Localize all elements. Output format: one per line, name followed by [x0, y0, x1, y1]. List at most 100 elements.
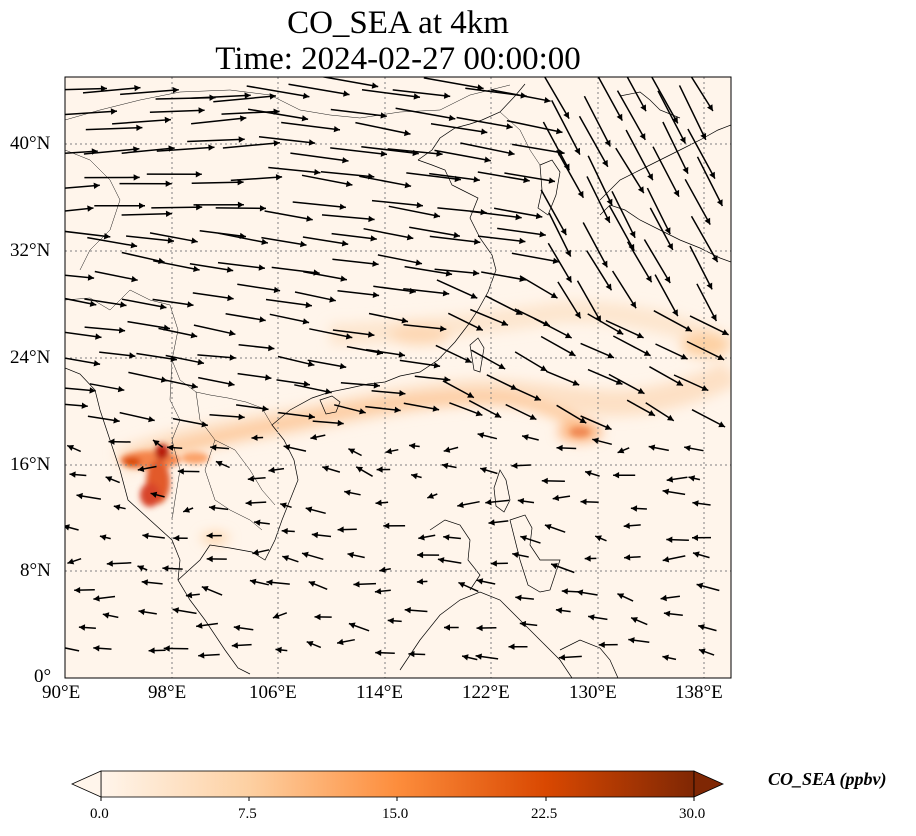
- wind-arrow-head: [535, 212, 543, 220]
- wind-arrow-head: [480, 209, 487, 216]
- wind-arrow-shaft: [519, 275, 558, 299]
- wind-arrow-head: [372, 260, 379, 267]
- wind-arrow-shaft: [696, 283, 718, 322]
- wind-arrow-shaft: [646, 187, 671, 235]
- lat-tick-label: 16°N: [10, 454, 51, 475]
- wind-arrow-shaft: [506, 119, 563, 134]
- wind-arrow-head: [673, 189, 680, 197]
- wind-arrow-head: [380, 112, 387, 119]
- wind-arrow-head: [280, 502, 287, 509]
- wind-arrow-shaft: [126, 235, 175, 242]
- wind-arrow-shaft: [557, 281, 582, 319]
- wind-arrow-head: [433, 212, 440, 219]
- wind-arrow-shaft: [330, 147, 388, 156]
- wind-arrow-head: [558, 654, 566, 661]
- wind-arrow-head: [404, 129, 411, 137]
- map-background: [65, 77, 731, 678]
- wind-arrow-head: [165, 210, 172, 217]
- wind-arrow-head: [300, 240, 307, 248]
- wind-arrow-shaft: [470, 349, 506, 370]
- wind-arrow-head: [560, 228, 567, 236]
- map-frame: [64, 76, 732, 679]
- wind-arrow-shaft: [65, 331, 102, 339]
- wind-arrow-shaft: [222, 141, 280, 149]
- wind-arrow-head: [226, 266, 234, 273]
- wind-arrow-head: [172, 87, 179, 94]
- lon-tick-label: 138°E: [675, 682, 723, 703]
- colorbar-tick-label: 30.0: [679, 806, 706, 822]
- wind-arrow-shaft: [65, 357, 101, 365]
- wind-arrow-head: [552, 494, 560, 501]
- wind-arrow-head: [163, 645, 170, 652]
- wind-arrow-head: [227, 294, 234, 302]
- wind-arrow-head: [472, 269, 480, 277]
- wind-arrow-shaft: [460, 142, 515, 155]
- wind-arrow-head: [130, 242, 138, 249]
- wind-arrow-head: [404, 182, 412, 189]
- wind-arrow-head: [519, 237, 526, 245]
- wind-arrow-head: [409, 442, 416, 450]
- wind-arrow-shaft: [545, 370, 580, 386]
- wind-arrow-head: [523, 176, 530, 184]
- wind-arrow-head: [522, 434, 529, 441]
- wind-arrow-head: [259, 205, 266, 212]
- wind-arrow-head: [93, 360, 101, 367]
- wind-arrow-head: [249, 578, 257, 585]
- wind-arrow-head: [359, 408, 366, 415]
- wind-arrow-head: [437, 557, 445, 564]
- wind-arrow-head: [415, 259, 422, 266]
- wind-arrow-head: [484, 156, 491, 163]
- wind-arrow-shaft: [435, 344, 473, 364]
- wind-arrow-shaft: [612, 335, 651, 357]
- wind-arrow-shaft: [221, 110, 280, 115]
- co-plume: [114, 300, 731, 543]
- wind-arrow-shaft: [158, 327, 198, 338]
- wind-arrow-head: [374, 588, 382, 595]
- wind-arrow-shaft: [189, 262, 234, 272]
- wind-arrow-head: [577, 190, 584, 198]
- wind-arrow-head: [105, 476, 113, 483]
- wind-arrow-shaft: [586, 176, 611, 224]
- wind-arrow-shaft: [368, 312, 409, 323]
- wind-arrow-head: [383, 522, 390, 529]
- wind-arrow-head: [630, 301, 637, 309]
- wind-arrow-shaft: [662, 121, 689, 175]
- wind-arrow-head: [520, 535, 527, 542]
- wind-arrow-head: [228, 329, 236, 337]
- wind-arrow-head: [74, 587, 81, 594]
- wind-arrow-head: [679, 136, 686, 144]
- wind-arrow-head: [682, 166, 689, 174]
- wind-arrow-shaft: [576, 280, 602, 323]
- wind-arrow-head: [427, 492, 434, 499]
- wind-arrow-head: [197, 358, 204, 366]
- wind-arrow-head: [305, 506, 313, 513]
- wind-arrow-head: [89, 387, 96, 394]
- wind-arrow-head: [81, 402, 88, 409]
- wind-arrow-shaft: [504, 172, 556, 183]
- wind-arrow-head: [375, 499, 382, 506]
- wind-arrow-head: [238, 136, 245, 143]
- wind-arrow-shaft: [643, 239, 671, 284]
- wind-arrow-shaft: [65, 87, 108, 91]
- wind-arrow-shaft: [193, 324, 236, 336]
- wind-arrow-head: [93, 182, 100, 189]
- wind-arrow-shaft: [277, 355, 315, 366]
- wind-arrow-shaft: [540, 335, 576, 357]
- wind-arrow-shaft: [191, 181, 244, 184]
- wind-arrow-head: [399, 390, 406, 397]
- wind-arrow-shaft: [213, 95, 276, 103]
- wind-arrow-head: [376, 466, 383, 473]
- wind-arrow-head: [93, 595, 100, 602]
- wind-arrow-head: [311, 531, 319, 539]
- wind-arrow-shaft: [477, 235, 526, 243]
- wind-arrow-shaft: [511, 143, 565, 155]
- wind-arrow-head: [662, 556, 670, 563]
- wind-arrow-shaft: [65, 207, 94, 212]
- wind-arrow-shaft: [319, 77, 379, 88]
- wind-arrow-head: [418, 534, 425, 541]
- lon-tick-label: 90°E: [42, 682, 81, 703]
- wind-arrow-head: [281, 528, 288, 535]
- wind-arrow-head: [515, 309, 523, 315]
- lon-tick-label: 122°E: [462, 682, 510, 703]
- wind-arrow-shaft: [470, 308, 509, 326]
